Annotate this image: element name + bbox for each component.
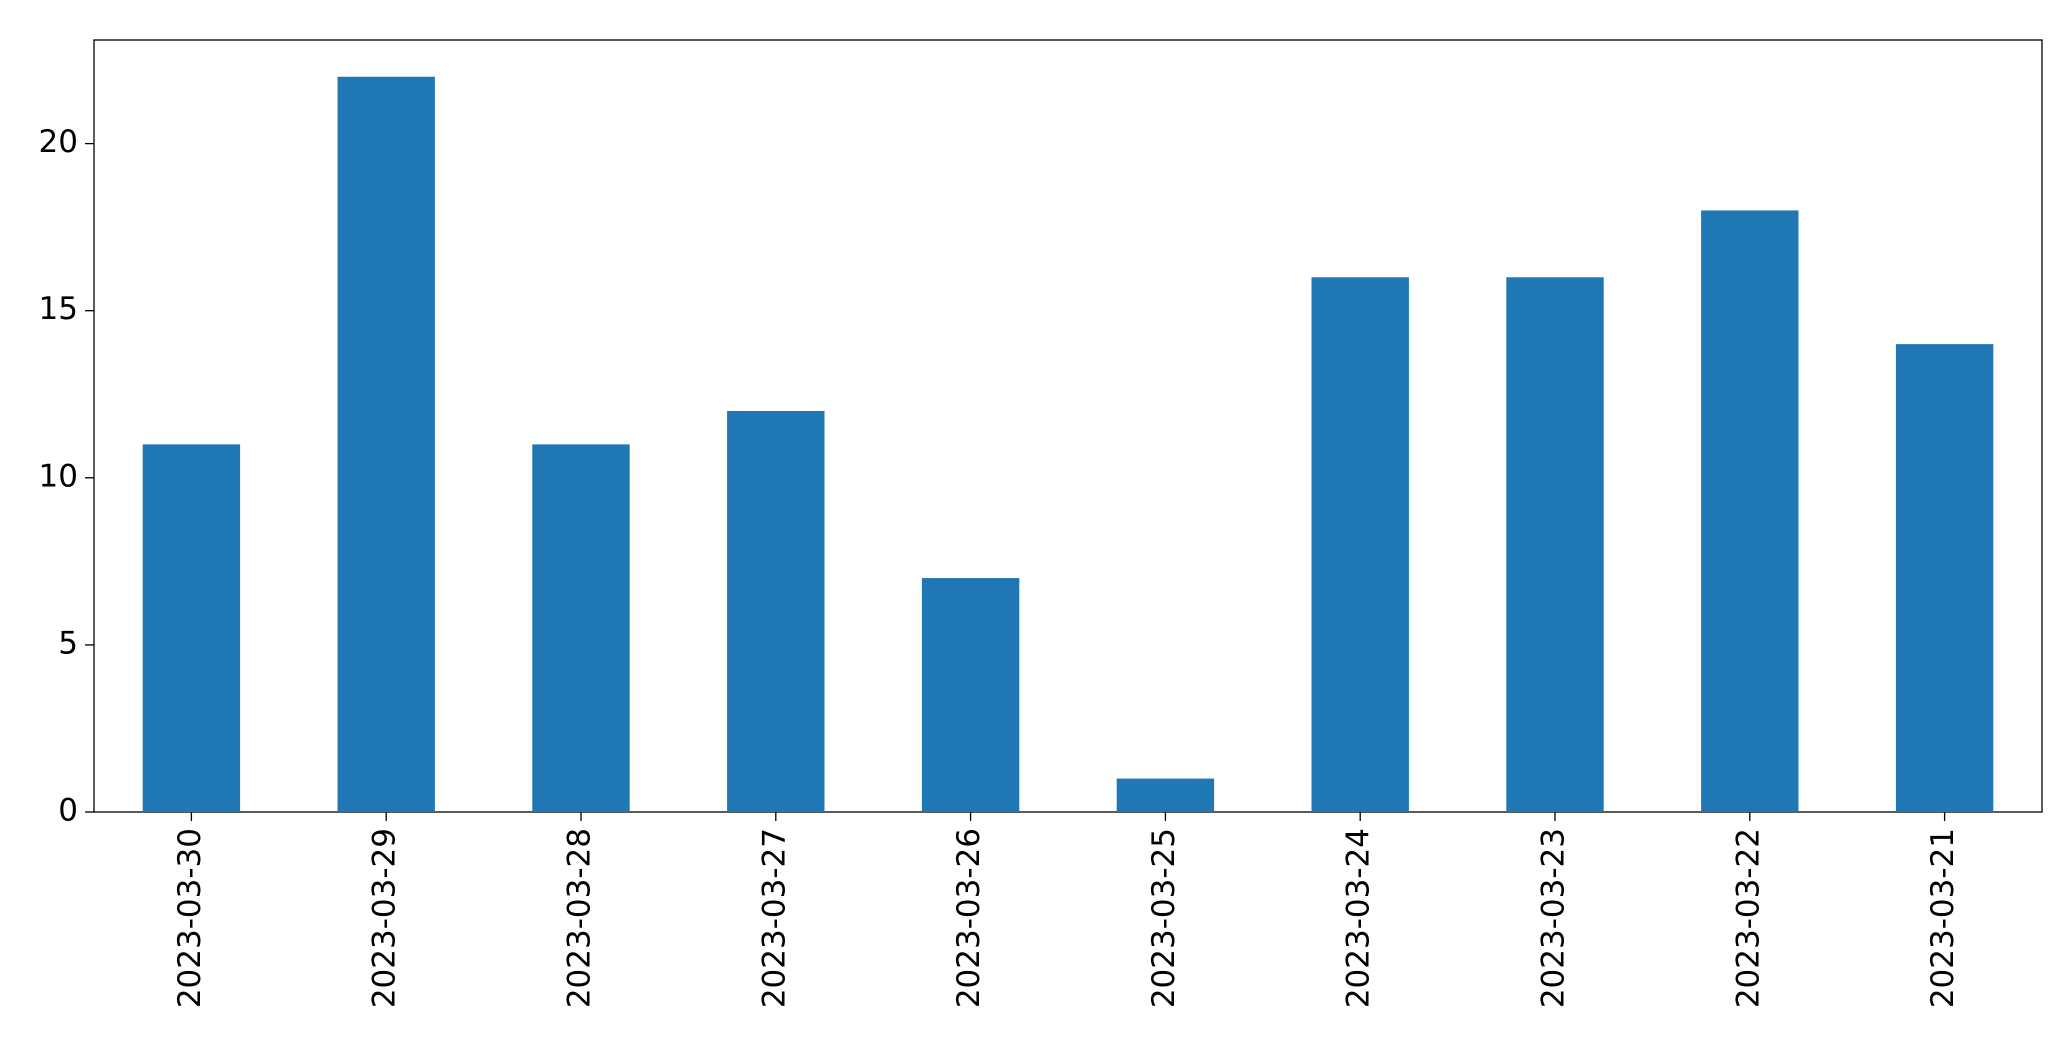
x-tick-label: 2023-03-27 [756, 828, 792, 1008]
bar [1701, 210, 1799, 813]
x-tick-label: 2023-03-28 [562, 828, 598, 1008]
x-tick-label: 2023-03-22 [1730, 828, 1766, 1008]
y-tick-label: 20 [39, 124, 78, 160]
y-tick-label: 0 [58, 793, 78, 829]
bar [532, 444, 630, 812]
x-tick-label: 2023-03-29 [367, 828, 403, 1008]
bar [337, 76, 435, 812]
x-tick-label: 2023-03-25 [1146, 828, 1182, 1008]
bar [921, 578, 1020, 812]
plot-frame [93, 39, 2043, 813]
y-tick-label: 5 [58, 625, 78, 661]
bar [1311, 277, 1409, 812]
bar [142, 444, 241, 812]
y-tick-label: 15 [39, 291, 78, 327]
x-tick-label: 2023-03-21 [1925, 828, 1961, 1008]
x-tick-label: 2023-03-24 [1341, 828, 1377, 1008]
x-tick-label: 2023-03-30 [172, 828, 208, 1008]
bar [1506, 277, 1604, 812]
x-tick-label: 2023-03-23 [1536, 828, 1572, 1008]
bar [1895, 344, 1994, 812]
x-tick-label: 2023-03-26 [951, 828, 987, 1008]
bar [727, 410, 825, 812]
y-tick-label: 10 [39, 458, 78, 494]
bar [1116, 778, 1215, 812]
